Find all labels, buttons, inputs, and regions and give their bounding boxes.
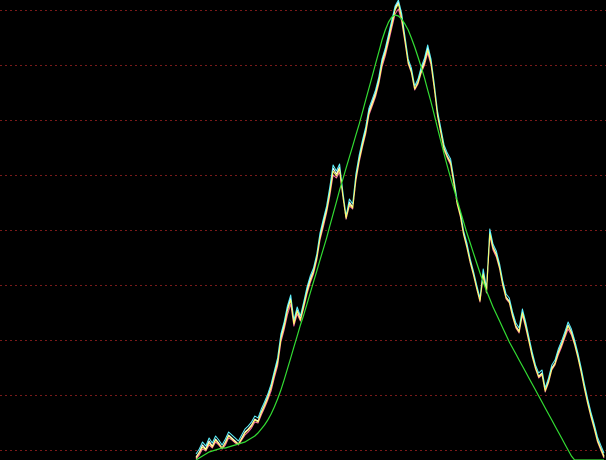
series-line-3 bbox=[195, 0, 605, 455]
series-line-2 bbox=[195, 8, 605, 460]
series-line-1 bbox=[195, 1, 605, 458]
series-group bbox=[195, 0, 605, 460]
series-line-4 bbox=[195, 3, 605, 459]
series-line-5 bbox=[195, 14, 604, 460]
gridlines bbox=[0, 10, 606, 451]
